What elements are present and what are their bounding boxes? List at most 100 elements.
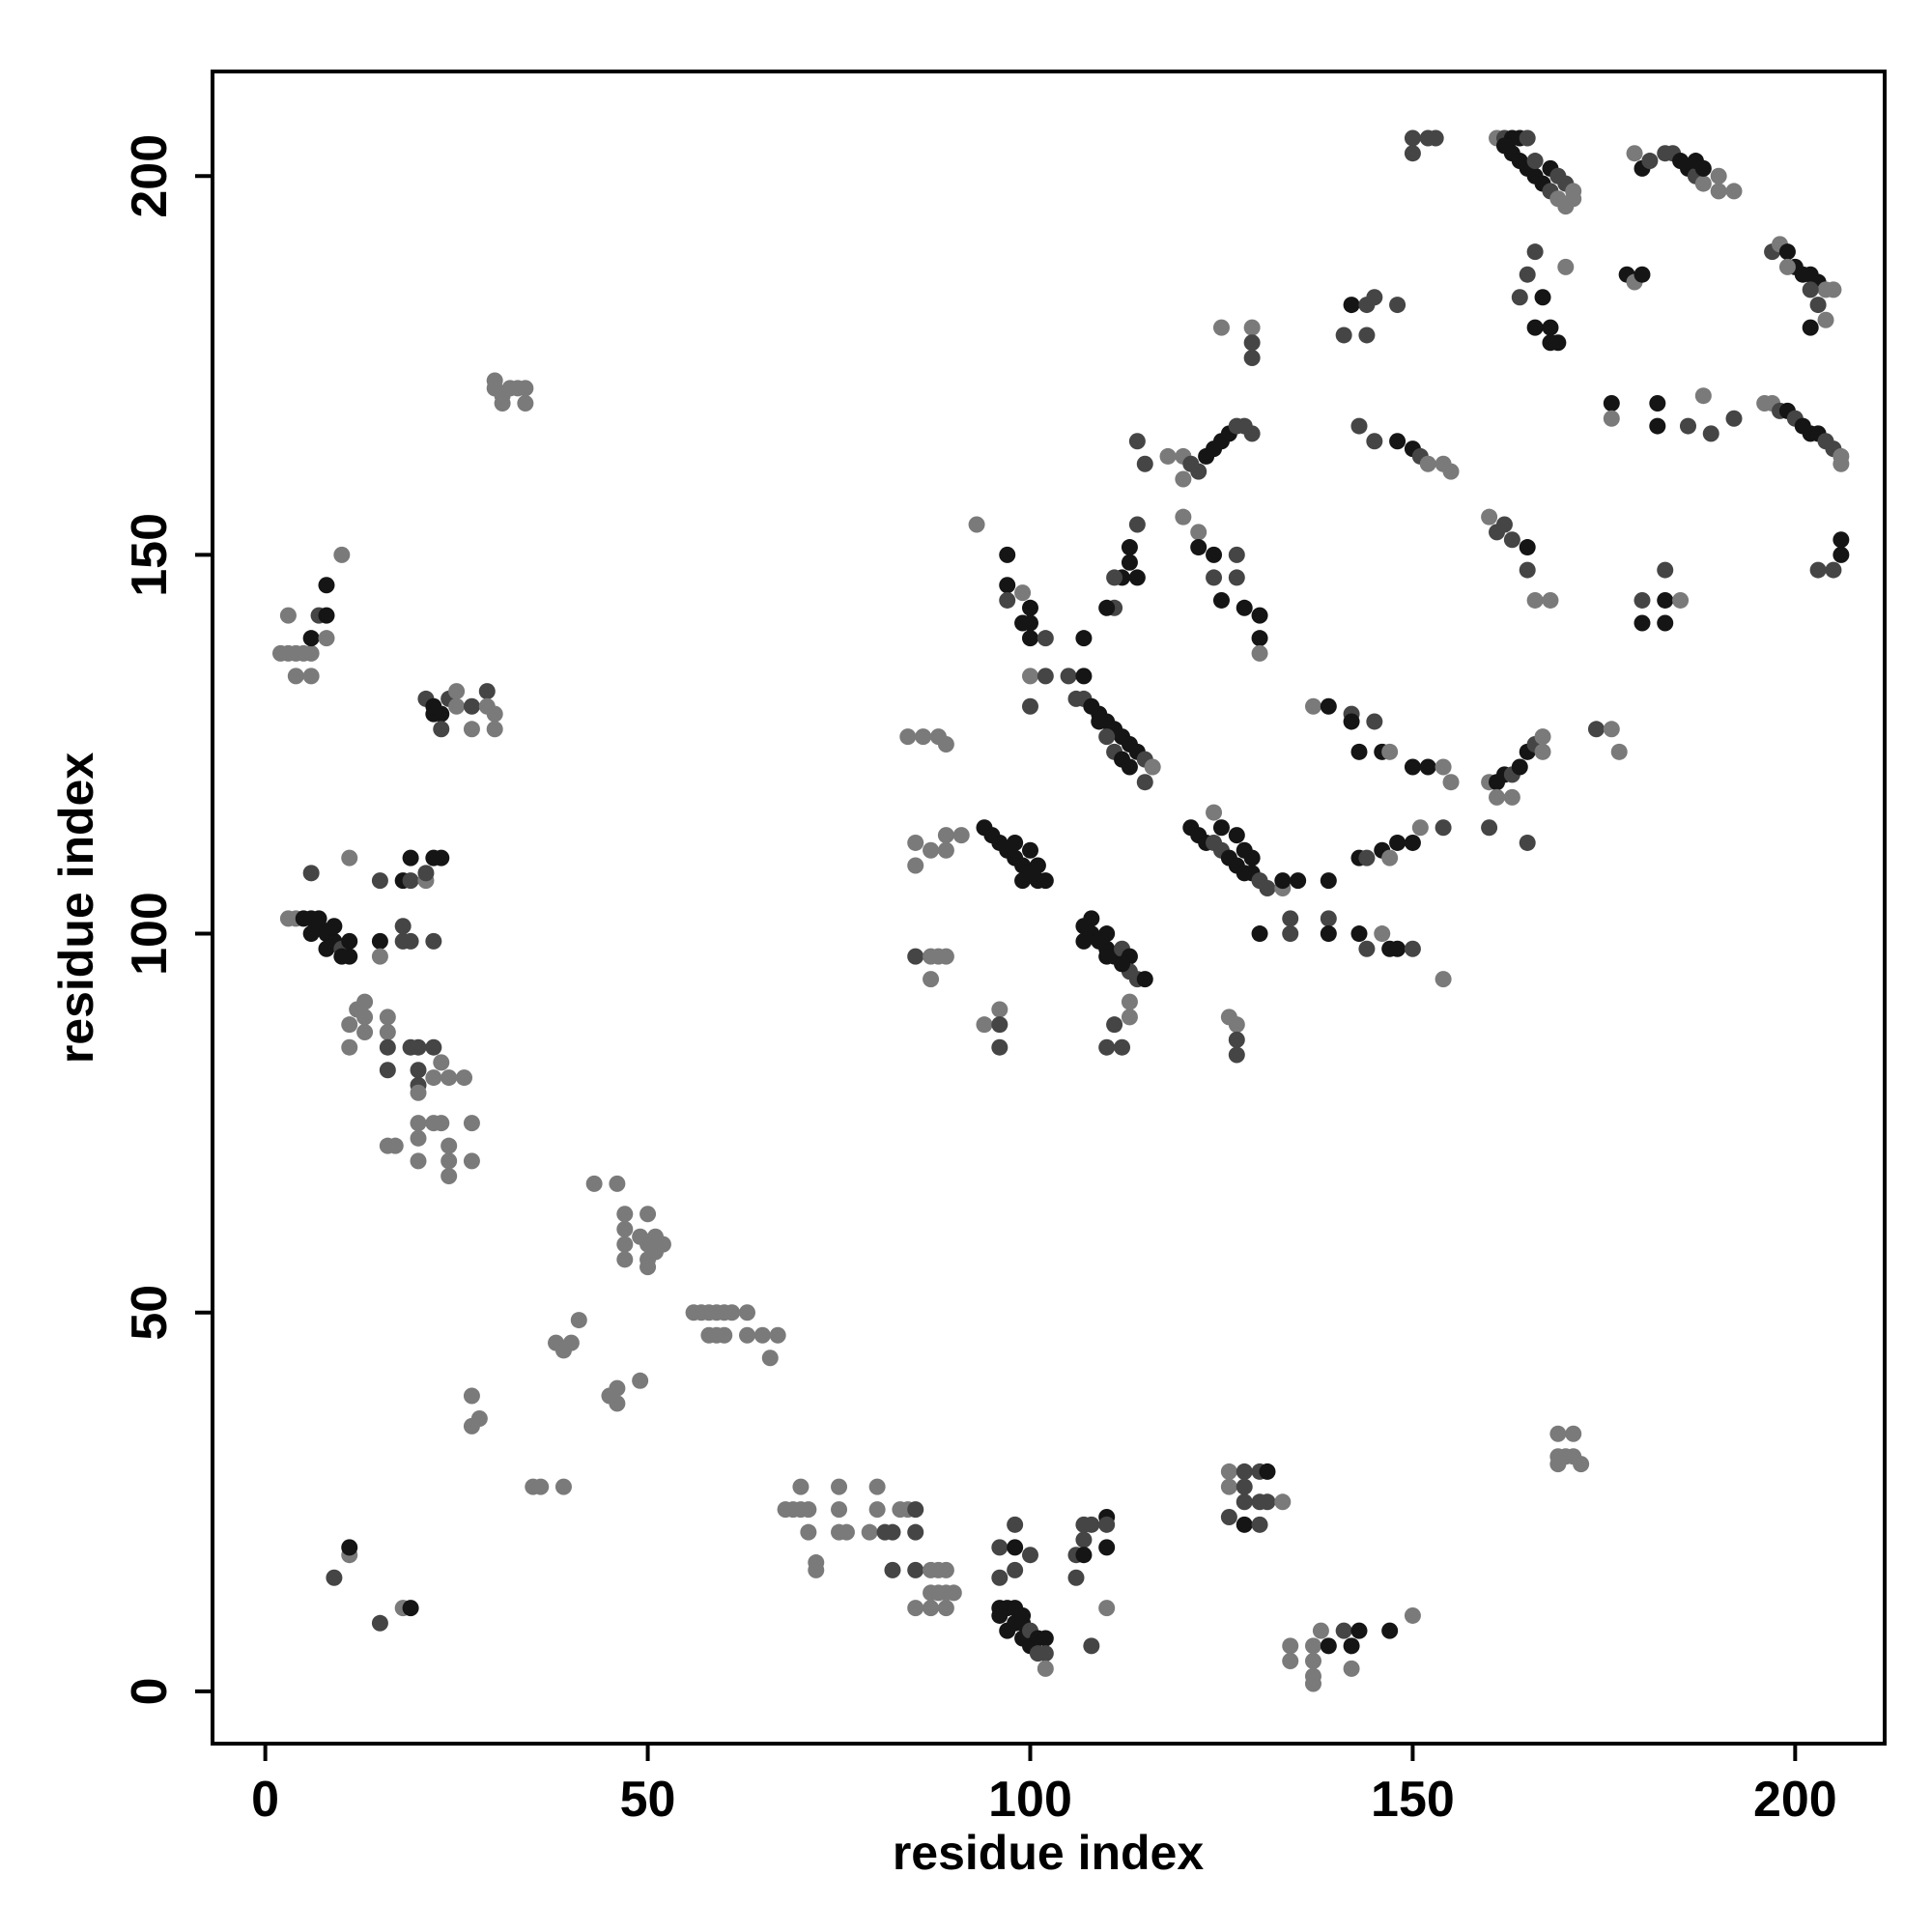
contact-point (326, 1569, 343, 1586)
contact-point (800, 1501, 817, 1519)
contact-point (1136, 971, 1153, 988)
contact-point (1128, 433, 1146, 450)
contact-point (333, 546, 351, 563)
contact-point (1343, 713, 1360, 730)
contact-point (616, 1251, 634, 1268)
contact-point (739, 1304, 756, 1321)
contact-point (1014, 614, 1032, 632)
contact-point (1519, 129, 1536, 147)
contact-point (1809, 297, 1827, 314)
contact-point (302, 644, 320, 662)
contact-point (1243, 849, 1261, 867)
contact-point (470, 1410, 488, 1428)
x-tick-label: 150 (1371, 1772, 1455, 1828)
contact-point (1672, 591, 1690, 609)
contact-point (1778, 243, 1796, 261)
contact-point (410, 1152, 427, 1170)
contact-point (402, 1600, 419, 1617)
contact-point (1037, 1660, 1054, 1677)
contact-point (1634, 266, 1651, 283)
contact-point (1106, 569, 1123, 586)
contact-point (1634, 614, 1651, 632)
contact-point (1304, 1653, 1321, 1670)
contact-point (440, 1152, 458, 1170)
contact-point (1007, 1516, 1024, 1533)
contact-point (761, 1350, 779, 1367)
contact-point (1037, 872, 1054, 890)
contact-point (1190, 524, 1208, 541)
contact-point (379, 1137, 396, 1154)
contact-point (1075, 1531, 1093, 1548)
contact-point (1243, 349, 1261, 366)
contact-point (1435, 758, 1452, 776)
contact-point (991, 1539, 1009, 1556)
contact-point (1557, 258, 1575, 275)
contact-point (616, 1220, 634, 1237)
contact-point (1228, 1031, 1245, 1048)
contact-point (937, 827, 954, 844)
contact-point (1236, 1493, 1253, 1511)
contact-point (1657, 561, 1674, 579)
contact-point (1021, 599, 1038, 616)
contact-point (1702, 425, 1719, 442)
contact-point (1075, 630, 1093, 647)
contact-point (616, 1236, 634, 1253)
contact-point (753, 1326, 771, 1344)
contact-point (884, 1523, 901, 1541)
contact-point (1366, 289, 1383, 306)
contact-point (1495, 516, 1513, 533)
contact-point (991, 1569, 1009, 1586)
contact-point (341, 849, 358, 867)
contact-point (302, 925, 320, 943)
contact-point (1304, 1637, 1321, 1655)
y-tick-label: 50 (122, 1285, 178, 1341)
contact-point (1526, 591, 1544, 609)
contact-point (1610, 743, 1628, 760)
contact-point (1489, 788, 1506, 806)
contact-point (1411, 819, 1429, 837)
contact-point (1021, 1547, 1038, 1564)
contact-point (1121, 993, 1138, 1010)
contact-point (937, 948, 954, 965)
contact-point (1427, 129, 1444, 147)
contact-point (1419, 455, 1436, 472)
contact-point (1350, 417, 1368, 435)
contact-point (1083, 1516, 1100, 1533)
contact-point (463, 1387, 480, 1405)
contact-point (1136, 455, 1153, 472)
contact-point (1121, 539, 1138, 556)
contact-point (494, 395, 511, 412)
contact-point (1442, 463, 1460, 480)
contact-point (1389, 433, 1406, 450)
contact-point (287, 668, 304, 685)
contact-point (1343, 1637, 1360, 1655)
contact-point (1366, 433, 1383, 450)
contact-point (302, 865, 320, 882)
x-tick-label: 100 (988, 1772, 1072, 1828)
contact-point (1710, 167, 1727, 185)
contact-point (1817, 311, 1834, 328)
contact-point (1037, 1645, 1054, 1662)
contact-point (433, 705, 450, 723)
contact-point (1098, 1516, 1116, 1533)
contact-point (402, 872, 419, 890)
contact-point (639, 1259, 657, 1276)
contact-point (1021, 697, 1038, 715)
contact-point (991, 1038, 1009, 1056)
contact-point (379, 1062, 396, 1079)
contact-point (1404, 129, 1421, 147)
contact-point (1075, 1547, 1093, 1564)
contact-point (1694, 175, 1712, 192)
contact-point (716, 1326, 733, 1344)
contact-point (1098, 1600, 1116, 1617)
contact-point (1511, 758, 1528, 776)
contact-point (410, 1115, 427, 1132)
contact-point (907, 1501, 924, 1519)
contact-point (1206, 804, 1223, 821)
contact-point (952, 827, 970, 844)
contact-point (999, 591, 1016, 609)
contact-point (769, 1326, 786, 1344)
contact-point (1511, 289, 1528, 306)
contact-point (838, 1523, 855, 1541)
